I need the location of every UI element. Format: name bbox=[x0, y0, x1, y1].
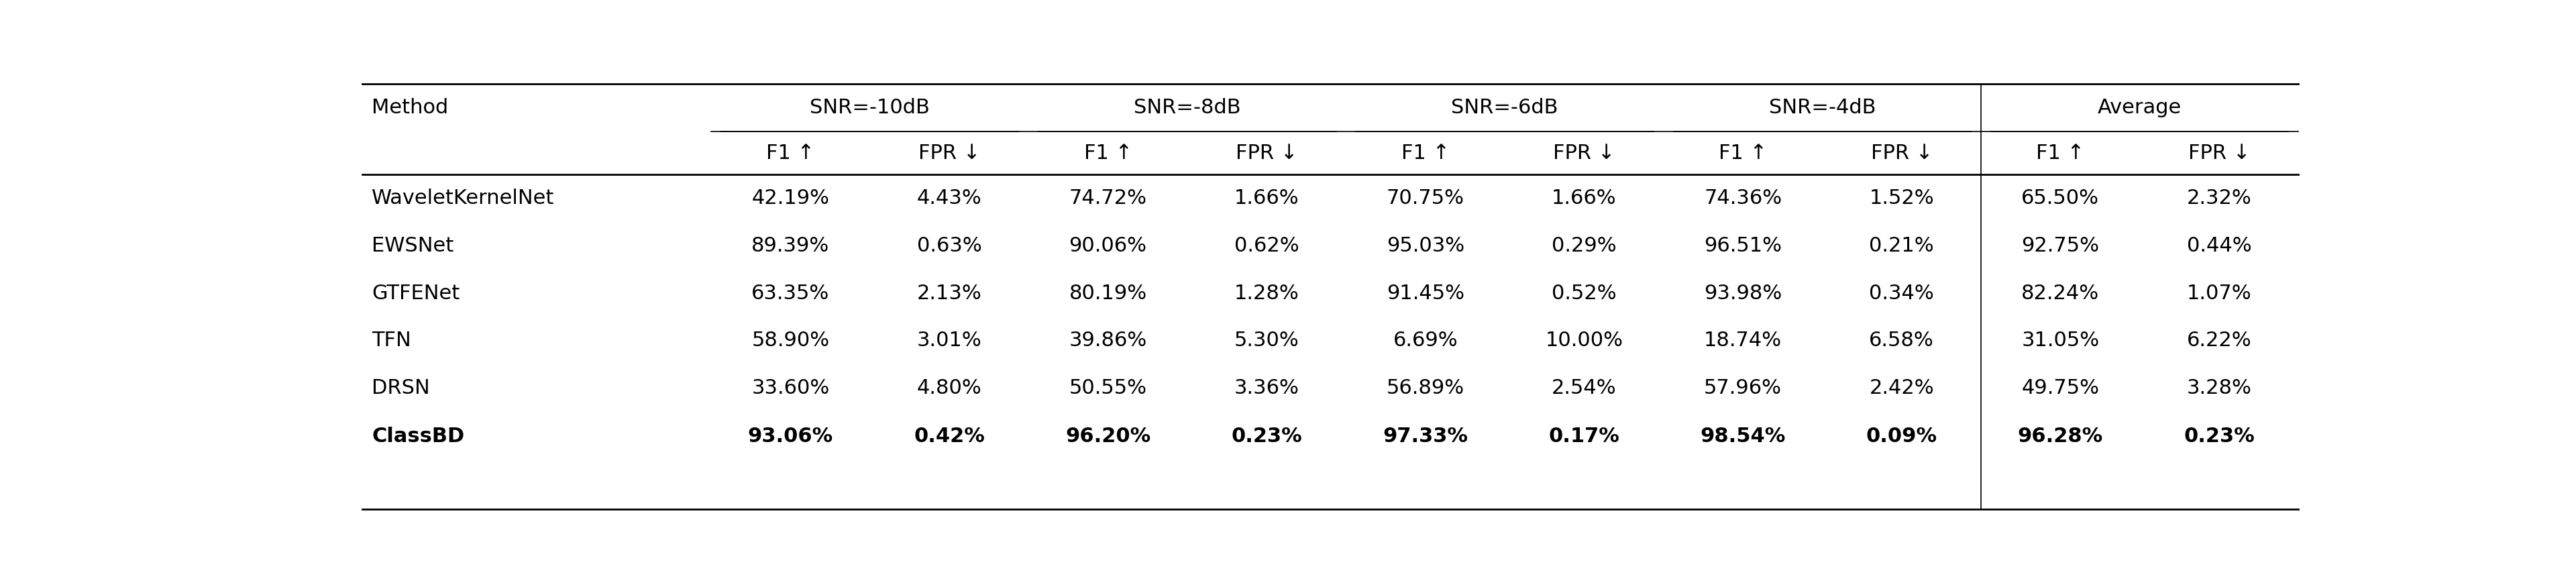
Text: 96.28%: 96.28% bbox=[2017, 427, 2102, 446]
Text: WaveletKernelNet: WaveletKernelNet bbox=[371, 188, 554, 208]
Text: 0.23%: 0.23% bbox=[1231, 427, 1301, 446]
Text: 39.86%: 39.86% bbox=[1069, 331, 1146, 350]
Text: F1 ↑: F1 ↑ bbox=[2035, 143, 2084, 163]
Text: 2.42%: 2.42% bbox=[1870, 379, 1935, 398]
Text: 0.29%: 0.29% bbox=[1551, 236, 1618, 255]
Text: 42.19%: 42.19% bbox=[752, 188, 829, 208]
Text: 4.80%: 4.80% bbox=[917, 379, 981, 398]
Text: 0.23%: 0.23% bbox=[2184, 427, 2254, 446]
Text: F1 ↑: F1 ↑ bbox=[1401, 143, 1450, 163]
Text: TFN: TFN bbox=[371, 331, 412, 350]
Text: 4.43%: 4.43% bbox=[917, 188, 981, 208]
Text: FPR ↓: FPR ↓ bbox=[1236, 143, 1298, 163]
Text: 0.62%: 0.62% bbox=[1234, 236, 1298, 255]
Text: 56.89%: 56.89% bbox=[1386, 379, 1463, 398]
Text: 50.55%: 50.55% bbox=[1069, 379, 1146, 398]
Text: 0.34%: 0.34% bbox=[1870, 284, 1935, 303]
Text: 2.13%: 2.13% bbox=[917, 284, 981, 303]
Text: 1.52%: 1.52% bbox=[1870, 188, 1935, 208]
Text: 1.66%: 1.66% bbox=[1551, 188, 1618, 208]
Text: EWSNet: EWSNet bbox=[371, 236, 453, 255]
Text: 31.05%: 31.05% bbox=[2022, 331, 2099, 350]
Text: SNR=-4dB: SNR=-4dB bbox=[1770, 98, 1875, 117]
Text: 70.75%: 70.75% bbox=[1386, 188, 1463, 208]
Text: 65.50%: 65.50% bbox=[2022, 188, 2099, 208]
Text: 0.63%: 0.63% bbox=[917, 236, 981, 255]
Text: 6.58%: 6.58% bbox=[1870, 331, 1935, 350]
Text: F1 ↑: F1 ↑ bbox=[765, 143, 814, 163]
Text: 91.45%: 91.45% bbox=[1386, 284, 1463, 303]
Text: 6.69%: 6.69% bbox=[1394, 331, 1458, 350]
Text: 95.03%: 95.03% bbox=[1386, 236, 1463, 255]
Text: GTFENet: GTFENet bbox=[371, 284, 461, 303]
Text: F1 ↑: F1 ↑ bbox=[1084, 143, 1131, 163]
Text: 74.36%: 74.36% bbox=[1703, 188, 1783, 208]
Text: 57.96%: 57.96% bbox=[1703, 379, 1783, 398]
Text: 93.06%: 93.06% bbox=[747, 427, 832, 446]
Text: 58.90%: 58.90% bbox=[752, 331, 829, 350]
Text: 18.74%: 18.74% bbox=[1703, 331, 1783, 350]
Text: FPR ↓: FPR ↓ bbox=[1870, 143, 1932, 163]
Text: 96.51%: 96.51% bbox=[1703, 236, 1783, 255]
Text: F1 ↑: F1 ↑ bbox=[1718, 143, 1767, 163]
Text: 89.39%: 89.39% bbox=[752, 236, 829, 255]
Text: 80.19%: 80.19% bbox=[1069, 284, 1146, 303]
Text: 0.44%: 0.44% bbox=[2187, 236, 2251, 255]
Text: DRSN: DRSN bbox=[371, 379, 430, 398]
Text: 49.75%: 49.75% bbox=[2022, 379, 2099, 398]
Text: 3.01%: 3.01% bbox=[917, 331, 981, 350]
Text: 3.28%: 3.28% bbox=[2187, 379, 2251, 398]
Text: 1.07%: 1.07% bbox=[2187, 284, 2251, 303]
Text: FPR ↓: FPR ↓ bbox=[917, 143, 981, 163]
Text: 2.32%: 2.32% bbox=[2187, 188, 2251, 208]
Text: FPR ↓: FPR ↓ bbox=[2187, 143, 2249, 163]
Text: FPR ↓: FPR ↓ bbox=[1553, 143, 1615, 163]
Text: 3.36%: 3.36% bbox=[1234, 379, 1298, 398]
Text: 2.54%: 2.54% bbox=[1551, 379, 1618, 398]
Text: 1.66%: 1.66% bbox=[1234, 188, 1298, 208]
Text: 10.00%: 10.00% bbox=[1546, 331, 1623, 350]
Text: SNR=-6dB: SNR=-6dB bbox=[1450, 98, 1558, 117]
Text: SNR=-10dB: SNR=-10dB bbox=[809, 98, 930, 117]
Text: 93.98%: 93.98% bbox=[1703, 284, 1783, 303]
Text: 63.35%: 63.35% bbox=[752, 284, 829, 303]
Text: 0.17%: 0.17% bbox=[1548, 427, 1620, 446]
Text: 0.42%: 0.42% bbox=[914, 427, 984, 446]
Text: Method: Method bbox=[371, 98, 448, 117]
Text: 82.24%: 82.24% bbox=[2022, 284, 2099, 303]
Text: 74.72%: 74.72% bbox=[1069, 188, 1146, 208]
Text: 6.22%: 6.22% bbox=[2187, 331, 2251, 350]
Text: 33.60%: 33.60% bbox=[752, 379, 829, 398]
Text: 0.09%: 0.09% bbox=[1865, 427, 1937, 446]
Text: 97.33%: 97.33% bbox=[1383, 427, 1468, 446]
Text: 0.52%: 0.52% bbox=[1551, 284, 1618, 303]
Text: 92.75%: 92.75% bbox=[2022, 236, 2099, 255]
Text: 90.06%: 90.06% bbox=[1069, 236, 1146, 255]
Text: 1.28%: 1.28% bbox=[1234, 284, 1298, 303]
Text: SNR=-8dB: SNR=-8dB bbox=[1133, 98, 1242, 117]
Text: 5.30%: 5.30% bbox=[1234, 331, 1298, 350]
Text: 0.21%: 0.21% bbox=[1870, 236, 1935, 255]
Text: Average: Average bbox=[2097, 98, 2182, 117]
Text: 98.54%: 98.54% bbox=[1700, 427, 1785, 446]
Text: 96.20%: 96.20% bbox=[1066, 427, 1151, 446]
Text: ClassBD: ClassBD bbox=[371, 427, 464, 446]
